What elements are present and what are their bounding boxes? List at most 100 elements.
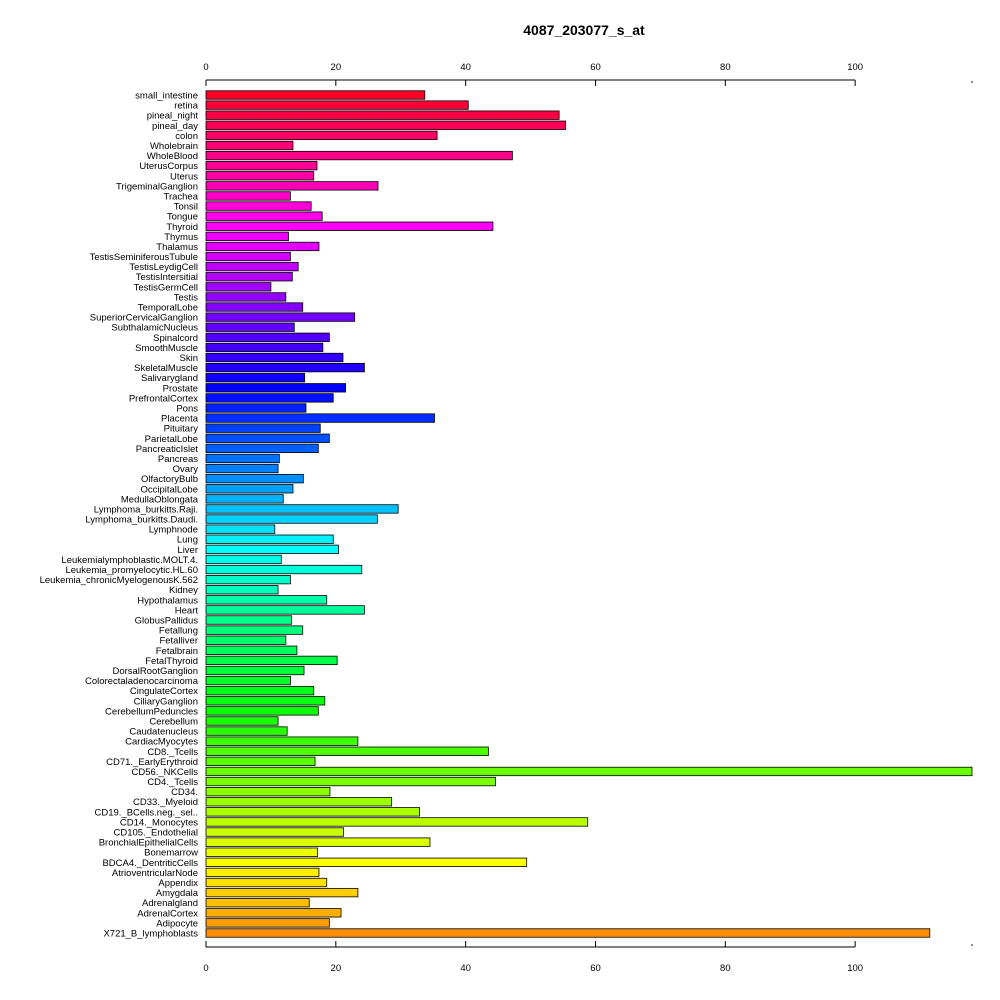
category-label-73: CD105._Endothelial — [113, 828, 198, 839]
category-label-59: CingulateCortex — [130, 686, 198, 697]
category-label-66: CD71._EarlyErythroid — [106, 757, 198, 768]
category-label-38: OlfactoryBulb — [141, 474, 198, 485]
category-label-10: Trachea — [164, 191, 199, 202]
category-label-56: FetalThyroid — [145, 656, 198, 667]
bar-50 — [205, 595, 328, 605]
bar-46 — [205, 554, 282, 565]
category-label-19: TestisGermCell — [134, 282, 198, 293]
category-label-48: Leukemia_chronicMyelogenousK.562 — [40, 575, 198, 586]
category-label-70: CD33._Myeloid — [133, 797, 198, 808]
category-label-13: Thyroid — [166, 222, 198, 233]
category-label-21: TemporalLobe — [138, 303, 198, 314]
category-label-77: AtrioventricularNode — [112, 868, 198, 879]
category-label-65: CD8._Tcells — [147, 747, 198, 758]
top-axis-tick-label-3: 60 — [590, 62, 601, 73]
category-label-9: TrigeminalGanglion — [116, 181, 198, 192]
bar-42 — [205, 514, 378, 524]
category-label-83: X721_B_lymphoblasts — [103, 929, 198, 940]
category-label-36: Pancreas — [158, 454, 198, 465]
bar-63 — [205, 726, 288, 736]
bar-60 — [205, 696, 326, 706]
category-label-58: Colorectaladenocarcinoma — [85, 676, 199, 687]
bar-32 — [205, 413, 435, 423]
bar-67 — [205, 766, 973, 777]
bar-25 — [205, 342, 324, 353]
bar-29 — [205, 383, 346, 393]
bar-20 — [205, 292, 287, 302]
category-label-74: BronchialEpithelialCells — [99, 838, 199, 849]
category-label-35: PancreaticIslet — [136, 444, 199, 455]
category-label-17: TestisLeydigCell — [129, 262, 198, 273]
bar-77 — [205, 867, 320, 878]
category-label-64: CardiacMyocytes — [125, 737, 198, 748]
category-label-18: TestisIntersitial — [136, 272, 198, 283]
bar-64 — [205, 736, 359, 746]
category-label-53: Fetallung — [159, 626, 198, 637]
category-label-49: Kidney — [169, 585, 198, 596]
bar-54 — [205, 635, 287, 645]
bar-11 — [205, 201, 312, 211]
category-label-28: Salivarygland — [141, 373, 198, 384]
top-axis-tick-label-1: 20 — [331, 62, 342, 73]
top-axis-tick-label-4: 80 — [720, 62, 731, 73]
bar-6 — [205, 150, 513, 161]
bar-41 — [205, 504, 399, 514]
bar-13 — [205, 221, 494, 231]
category-label-7: UterusCorpus — [139, 161, 198, 172]
category-label-6: WholeBlood — [147, 151, 198, 162]
bar-24 — [205, 332, 330, 342]
category-label-72: CD14._Monocytes — [120, 817, 198, 828]
category-label-63: Caudatenucleus — [129, 727, 198, 738]
bar-43 — [205, 524, 276, 534]
bar-56 — [205, 655, 338, 666]
bar-36 — [205, 453, 280, 464]
bottom-axis-tick-label-2: 40 — [460, 963, 471, 974]
bar-39 — [205, 484, 294, 494]
category-label-71: CD19._BCells.neg._sel.. — [95, 807, 199, 818]
bar-76 — [205, 857, 528, 867]
category-label-23: SubthalamicNucleus — [111, 323, 198, 334]
bar-30 — [205, 393, 334, 403]
bar-23 — [205, 322, 295, 332]
category-label-37: Ovary — [173, 464, 199, 475]
category-label-45: Liver — [177, 545, 198, 556]
bottom-axis-tick-label-3: 60 — [590, 963, 601, 974]
bar-59 — [205, 686, 315, 696]
category-label-14: Thymus — [164, 232, 198, 243]
bar-33 — [205, 423, 321, 433]
category-label-1: retina — [174, 101, 198, 112]
category-label-60: CiliaryGanglion — [134, 696, 198, 707]
bar-70 — [205, 797, 393, 807]
bar-10 — [205, 191, 291, 201]
category-label-26: Skin — [180, 353, 198, 364]
bar-35 — [205, 443, 319, 454]
bar-69 — [205, 787, 331, 797]
bar-74 — [205, 837, 431, 847]
category-label-34: ParietalLobe — [145, 434, 198, 445]
bar-22 — [205, 312, 356, 322]
bar-83 — [205, 928, 931, 938]
bar-28 — [205, 373, 306, 383]
chart-title: 4087_203077_s_at — [523, 22, 645, 38]
category-label-24: Spinalcord — [153, 333, 198, 344]
category-label-25: SmoothMuscle — [135, 343, 198, 354]
category-label-62: Cerebellum — [149, 716, 198, 727]
category-label-11: Tonsil — [174, 202, 198, 213]
bar-47 — [205, 564, 363, 575]
bar-51 — [205, 605, 365, 615]
category-label-20: Testis — [174, 292, 199, 303]
bars-group — [205, 90, 973, 938]
category-label-61: CerebellumPeduncles — [105, 706, 198, 717]
category-label-68: CD4._Tcells — [147, 777, 198, 788]
bottom-axis-end-mark — [971, 944, 973, 946]
category-label-3: pineal_day — [152, 121, 198, 132]
bar-68 — [205, 776, 496, 787]
category-label-82: Adipocyte — [156, 918, 198, 929]
category-label-43: Lymphnode — [149, 525, 198, 536]
bar-19 — [205, 282, 272, 292]
category-label-42: Lymphoma_burkitts.Daudi. — [85, 515, 198, 526]
top-axis-end-mark — [971, 81, 973, 83]
category-label-47: Leukemia_promyelocytic.HL.60 — [65, 565, 198, 576]
bottom-axis-tick-label-0: 0 — [203, 963, 208, 974]
bottom-axis: 0 20 40 60 80 100 — [203, 941, 973, 974]
